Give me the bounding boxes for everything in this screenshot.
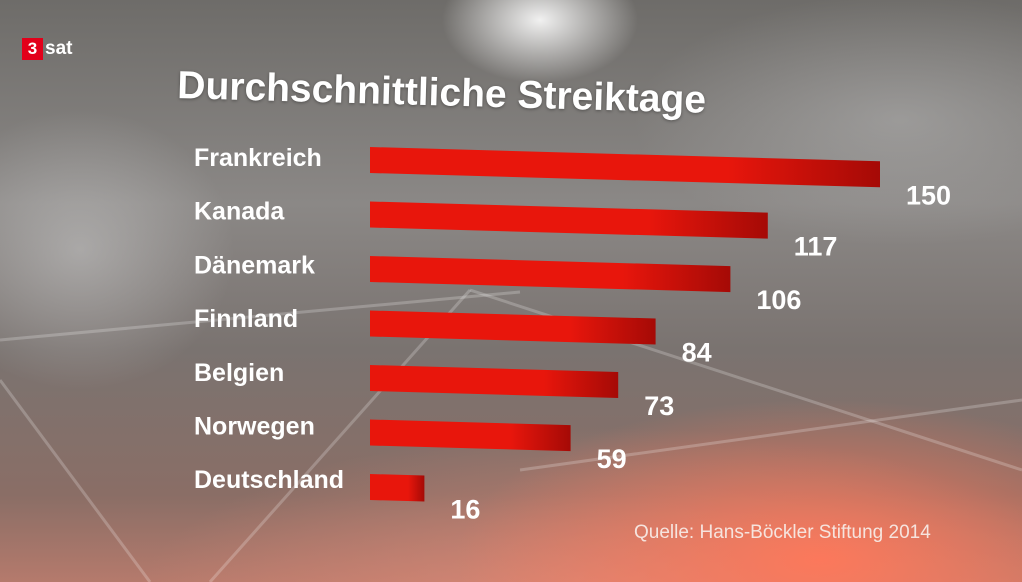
value-label: 106 bbox=[756, 285, 801, 315]
category-label: Finnland bbox=[194, 305, 298, 333]
source-note: Quelle: Hans-Böckler Stiftung 2014 bbox=[634, 522, 931, 543]
value-label: 84 bbox=[682, 337, 712, 367]
category-label: Dänemark bbox=[194, 251, 315, 279]
value-label: 117 bbox=[794, 232, 838, 262]
category-label: Deutschland bbox=[194, 466, 344, 494]
bar-finnland bbox=[370, 310, 656, 345]
logo-mark: 3 bbox=[22, 38, 43, 60]
bar-frankreich bbox=[370, 147, 880, 188]
category-label: Norwegen bbox=[194, 413, 315, 441]
bar-belgien bbox=[370, 365, 619, 398]
category-label: Frankreich bbox=[194, 144, 322, 172]
channel-logo: 3 sat bbox=[22, 38, 72, 60]
value-label: 73 bbox=[644, 391, 674, 421]
logo-text: sat bbox=[45, 38, 73, 59]
value-label: 150 bbox=[906, 180, 951, 210]
bar-dänemark bbox=[370, 256, 731, 293]
bar-deutschland bbox=[370, 474, 425, 502]
bar-kanada bbox=[370, 201, 768, 239]
bar-norwegen bbox=[370, 419, 571, 452]
value-label: 59 bbox=[597, 444, 627, 474]
value-label: 16 bbox=[450, 495, 480, 525]
category-label: Kanada bbox=[194, 198, 285, 226]
category-label: Belgien bbox=[194, 359, 284, 387]
